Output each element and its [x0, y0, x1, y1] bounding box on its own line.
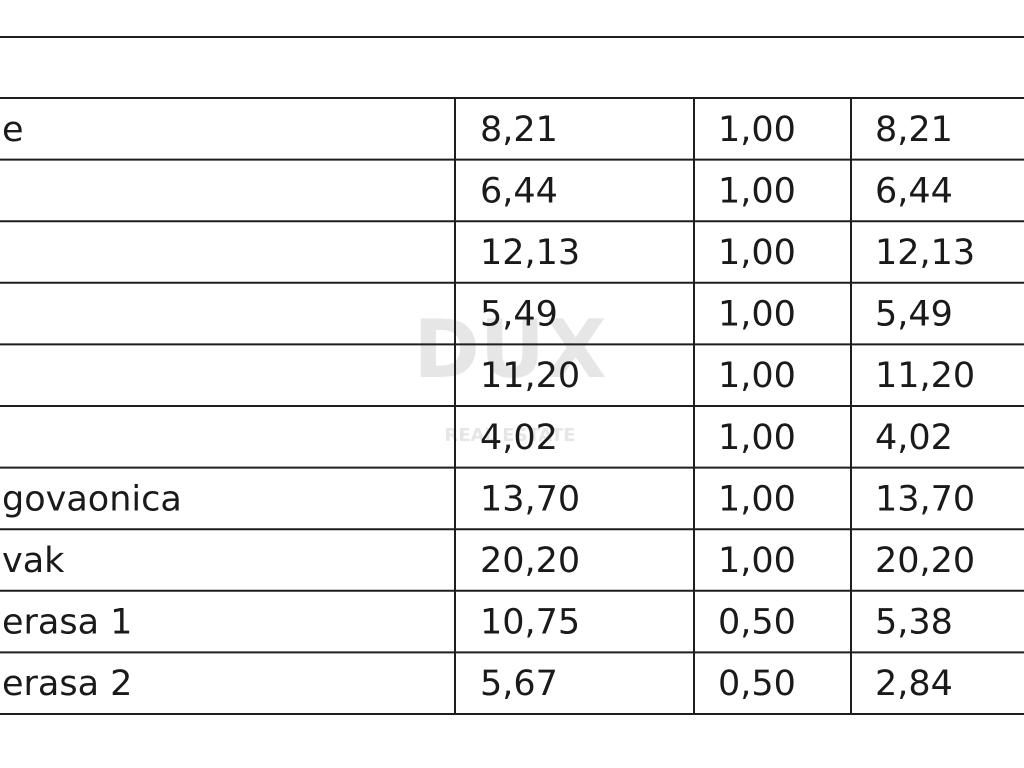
cell-value: 12,13	[875, 233, 975, 273]
cell-value: 4,02	[480, 418, 558, 458]
cell-value: 1,00	[718, 233, 796, 273]
cell-value: 8,21	[875, 110, 953, 150]
cell-value: 20,20	[875, 541, 975, 581]
cell-value: 10,75	[480, 603, 580, 643]
cell-value: 6,44	[875, 171, 953, 211]
cell-value: 1,00	[718, 171, 796, 211]
cell-value: 13,70	[875, 479, 975, 519]
cell-value: 5,49	[875, 295, 953, 335]
cell-value: 5,49	[480, 295, 558, 335]
cell-value: 12,13	[480, 233, 580, 273]
row-label: erasa 1	[2, 603, 132, 643]
cell-value: 0,50	[718, 664, 796, 704]
cell-value: 20,20	[480, 541, 580, 581]
cell-value: 1,00	[718, 356, 796, 396]
cell-value: 13,70	[480, 479, 580, 519]
row-label: erasa 2	[2, 664, 132, 704]
row-label: govaonica	[2, 479, 182, 519]
cell-value: 2,84	[875, 664, 953, 704]
cell-value: 1,00	[718, 418, 796, 458]
row-label: e	[2, 110, 24, 150]
cell-value: 11,20	[480, 356, 580, 396]
cell-value: 0,50	[718, 603, 796, 643]
watermark-logo: DUX	[413, 303, 606, 396]
cell-value: 6,44	[480, 171, 558, 211]
cell-value: 1,00	[718, 295, 796, 335]
cell-value: 1,00	[718, 110, 796, 150]
cell-value: 1,00	[718, 479, 796, 519]
cell-value: 8,21	[480, 110, 558, 150]
watermark-tagline: REAL ESTATE	[444, 425, 575, 446]
cell-value: 1,00	[718, 541, 796, 581]
row-label: vak	[2, 541, 65, 581]
cell-value: 5,67	[480, 664, 558, 704]
cell-value: 11,20	[875, 356, 975, 396]
cell-value: 4,02	[875, 418, 953, 458]
cell-value: 5,38	[875, 603, 953, 643]
